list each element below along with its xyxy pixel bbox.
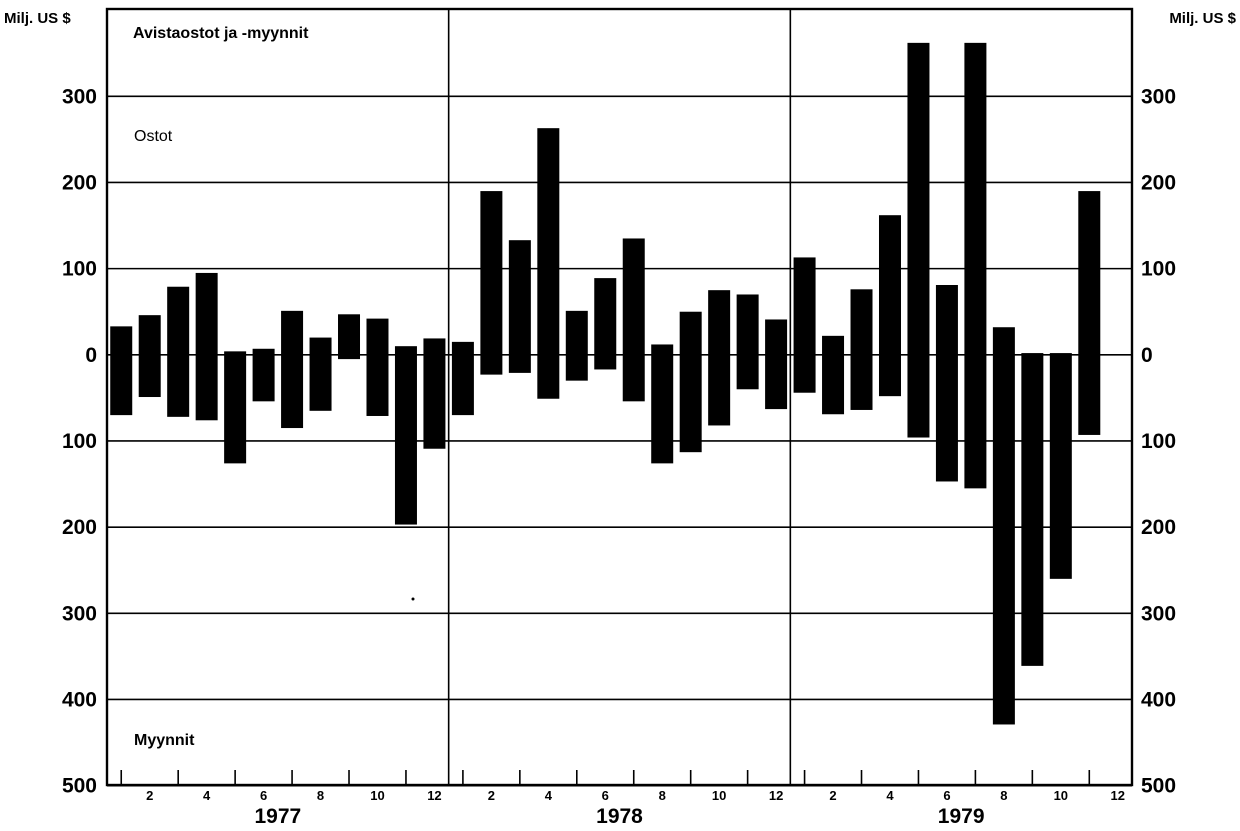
- month-label: 12: [769, 788, 783, 803]
- plot-frame: [105, 7, 1134, 787]
- y-tick-label-right: 200: [1141, 171, 1176, 194]
- month-bar: [935, 285, 958, 482]
- axis-labels: 300 300 200 200 100 100 0 0 100 100 200 200 300 300 40…: [62, 85, 1176, 828]
- month-bar: [736, 294, 759, 390]
- month-label: 6: [943, 788, 950, 803]
- month-bar: [708, 290, 731, 426]
- month-bar: [252, 348, 275, 402]
- month-bar: [822, 335, 845, 415]
- month-bar: [907, 42, 930, 438]
- y-tick-label-right: 100: [1141, 258, 1176, 281]
- y-tick-label-right: 300: [1141, 85, 1176, 108]
- month-bar: [765, 319, 788, 410]
- month-bar: [1021, 353, 1044, 666]
- purchases-label: Ostot: [134, 128, 173, 145]
- month-bar: [309, 337, 332, 411]
- month-label: 12: [427, 788, 441, 803]
- y-unit-left: Milj. US $: [4, 10, 71, 27]
- month-label: 8: [659, 788, 666, 803]
- month-bar: [224, 351, 247, 464]
- month-label: 4: [886, 788, 894, 803]
- labels: Milj. US $ Milj. US $ Avistaostot ja -my…: [4, 10, 1237, 749]
- year-label: 1978: [596, 805, 643, 828]
- y-tick-label-left: 300: [62, 602, 97, 625]
- y-tick-label-left: 400: [62, 688, 97, 711]
- month-bar: [992, 327, 1015, 725]
- month-label: 2: [829, 788, 836, 803]
- y-tick-label-left: 0: [85, 344, 97, 367]
- month-label: 4: [545, 788, 553, 803]
- month-label: 12: [1111, 788, 1125, 803]
- month-bar: [793, 257, 816, 393]
- month-bar: [1049, 353, 1072, 579]
- month-bar: [366, 318, 389, 416]
- month-bar: [423, 338, 446, 449]
- month-bar: [878, 215, 901, 397]
- sales-label: Myynnit: [134, 732, 195, 749]
- y-tick-label-left: 500: [62, 775, 97, 798]
- speck: [411, 597, 415, 601]
- month-label: 2: [488, 788, 495, 803]
- month-label: 2: [146, 788, 153, 803]
- month-label: 4: [203, 788, 211, 803]
- month-bar: [110, 326, 133, 416]
- y-tick-label-right: 200: [1141, 516, 1176, 539]
- y-tick-label-left: 100: [62, 430, 97, 453]
- y-tick-label-right: 500: [1141, 775, 1176, 798]
- y-tick-label-right: 400: [1141, 688, 1176, 711]
- month-label: 6: [602, 788, 609, 803]
- y-tick-label-left: 300: [62, 85, 97, 108]
- month-bar: [281, 310, 304, 429]
- month-bar: [167, 286, 190, 417]
- year-label: 1979: [938, 805, 985, 828]
- month-bar: [480, 191, 503, 375]
- month-bar: [537, 128, 560, 399]
- y-tick-label-right: 100: [1141, 430, 1176, 453]
- month-label: 6: [260, 788, 267, 803]
- month-bar: [622, 238, 645, 402]
- month-bar: [964, 42, 987, 489]
- y-tick-label-left: 200: [62, 516, 97, 539]
- month-bar: [338, 314, 361, 360]
- y-tick-label-right: 0: [1141, 344, 1153, 367]
- month-bar: [138, 315, 161, 398]
- chart-title: Avistaostot ja -myynnit: [133, 25, 309, 42]
- year-label: 1977: [254, 805, 301, 828]
- month-label: 10: [1054, 788, 1068, 803]
- month-bar: [394, 346, 417, 525]
- month-bar: [565, 310, 588, 381]
- month-bar: [508, 240, 531, 373]
- y-tick-label-right: 300: [1141, 602, 1176, 625]
- y-unit-right: Milj. US $: [1169, 10, 1236, 27]
- y-tick-label-left: 200: [62, 171, 97, 194]
- month-bar: [679, 311, 702, 453]
- month-bar: [651, 344, 674, 464]
- bars: [110, 42, 1101, 725]
- month-label: 10: [712, 788, 726, 803]
- month-label: 8: [317, 788, 324, 803]
- month-bar: [195, 272, 218, 421]
- month-bar: [850, 289, 873, 410]
- month-label: 10: [370, 788, 384, 803]
- month-bar: [1078, 191, 1101, 435]
- month-bar: [451, 341, 474, 416]
- month-label: 8: [1000, 788, 1007, 803]
- y-tick-label-left: 100: [62, 258, 97, 281]
- month-bar: [594, 278, 617, 370]
